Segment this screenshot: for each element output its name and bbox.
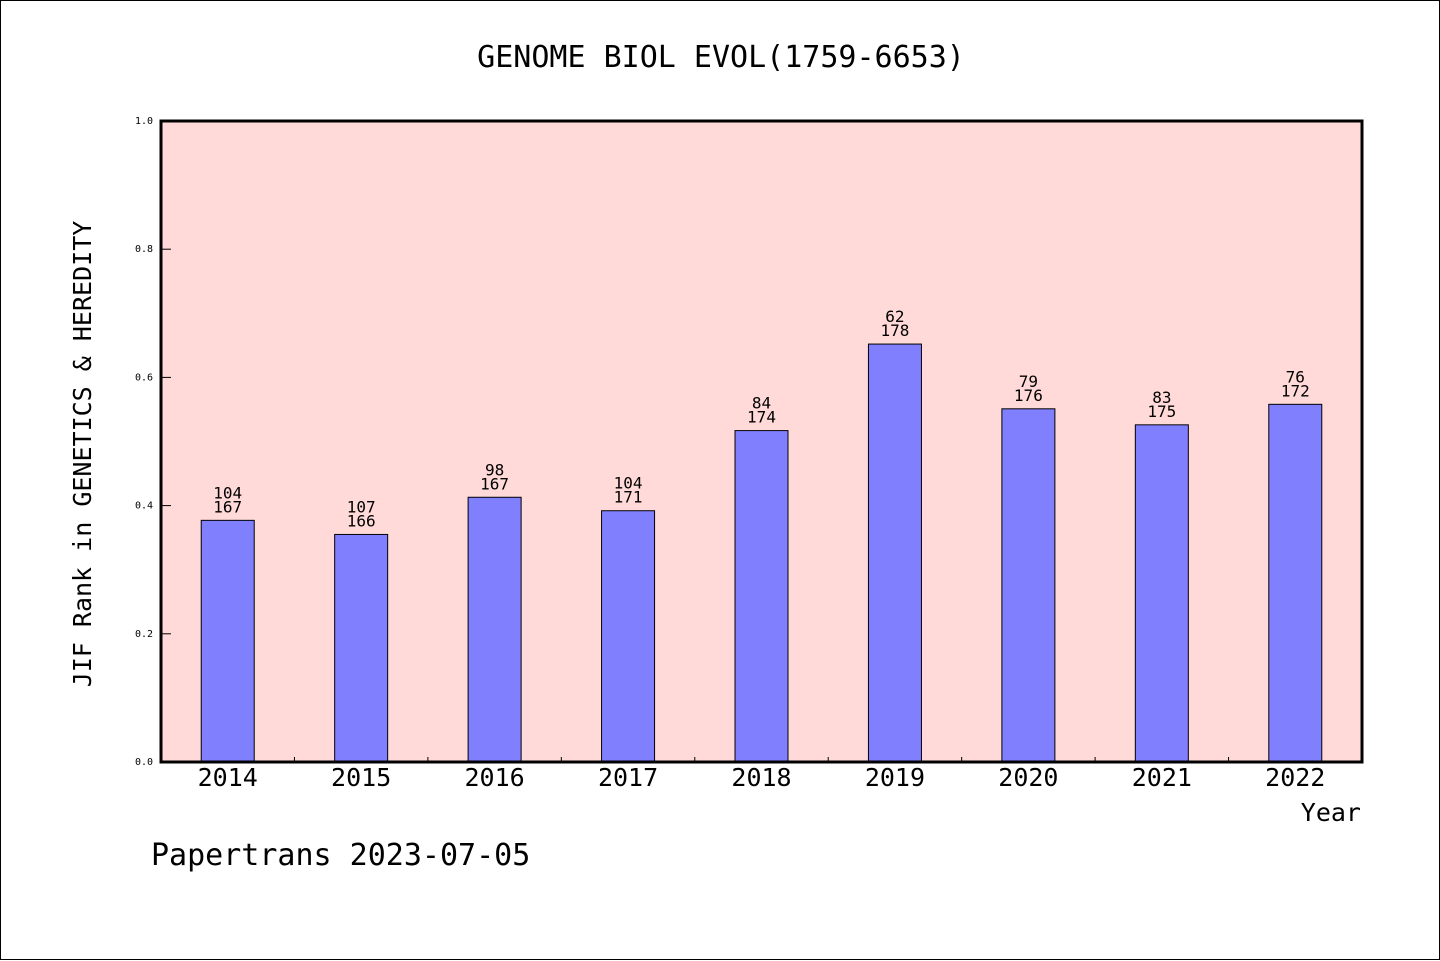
y-tick-label-0.0: 0.0 — [135, 757, 153, 768]
x-tick-label-2014: 2014 — [198, 763, 258, 792]
bar-2020 — [1001, 408, 1056, 763]
bar-rank-label-2022: 76 — [1286, 367, 1305, 386]
bar-rank-label-2019: 62 — [885, 307, 904, 326]
bar-total-label-2020: 176 — [1014, 386, 1043, 405]
bar-total-label-2022: 172 — [1281, 381, 1310, 400]
x-tick-label-2021: 2021 — [1132, 763, 1192, 792]
chart-title: GENOME BIOL EVOL(1759-6653) — [477, 40, 965, 75]
x-axis-label: Year — [1301, 798, 1361, 827]
bar-2018 — [734, 430, 789, 763]
plot-border — [159, 119, 1364, 764]
y-tick-label-0.6: 0.6 — [135, 372, 153, 383]
bar-2021 — [1134, 424, 1189, 763]
y-tick-label-0.8: 0.8 — [135, 244, 153, 255]
bar-total-label-2015: 166 — [347, 511, 376, 530]
y-axis-label: JIF Rank in GENETICS & HEREDITY — [68, 221, 97, 688]
bar-total-label-2021: 175 — [1147, 402, 1176, 421]
bar-rank-label-2020: 79 — [1019, 372, 1038, 391]
bar-rank-label-2018: 84 — [752, 394, 771, 413]
bar-2022 — [1268, 403, 1323, 763]
x-tick-label-2019: 2019 — [865, 763, 925, 792]
x-ticks-group: 2014 2015 2016 2017 2018 2019 2020 2021 2022 — [198, 757, 1325, 792]
bar-total-label-2017: 171 — [614, 488, 643, 507]
x-tick-label-2017: 2017 — [598, 763, 658, 792]
bar-rank-label-2016: 98 — [485, 460, 504, 479]
y-tick-label-1.0: 1.0 — [135, 116, 153, 127]
footer-text: Papertrans 2023-07-05 — [151, 838, 530, 873]
bar-2016 — [467, 496, 522, 763]
bar-2015 — [334, 533, 389, 763]
y-tick-label-0.2: 0.2 — [135, 629, 153, 640]
bar-total-label-2019: 178 — [880, 321, 909, 340]
bar-2017 — [601, 510, 656, 763]
bar-rank-label-2015: 107 — [347, 497, 376, 516]
y-tick-label-0.4: 0.4 — [135, 501, 153, 512]
bar-total-label-2014: 167 — [213, 497, 242, 516]
bar-rank-label-2017: 104 — [614, 474, 643, 493]
x-tick-label-2022: 2022 — [1265, 763, 1325, 792]
bar-rank-label-2014: 104 — [213, 483, 242, 502]
bar-total-label-2018: 174 — [747, 408, 776, 427]
bar-total-label-2016: 167 — [480, 474, 509, 493]
x-tick-label-2016: 2016 — [465, 763, 525, 792]
x-tick-label-2020: 2020 — [998, 763, 1058, 792]
bar-rank-label-2021: 83 — [1152, 388, 1171, 407]
bar-2014 — [200, 519, 255, 763]
bars-group — [200, 343, 1323, 763]
x-tick-label-2018: 2018 — [731, 763, 791, 792]
bar-2019 — [867, 343, 922, 763]
x-tick-label-2015: 2015 — [331, 763, 391, 792]
